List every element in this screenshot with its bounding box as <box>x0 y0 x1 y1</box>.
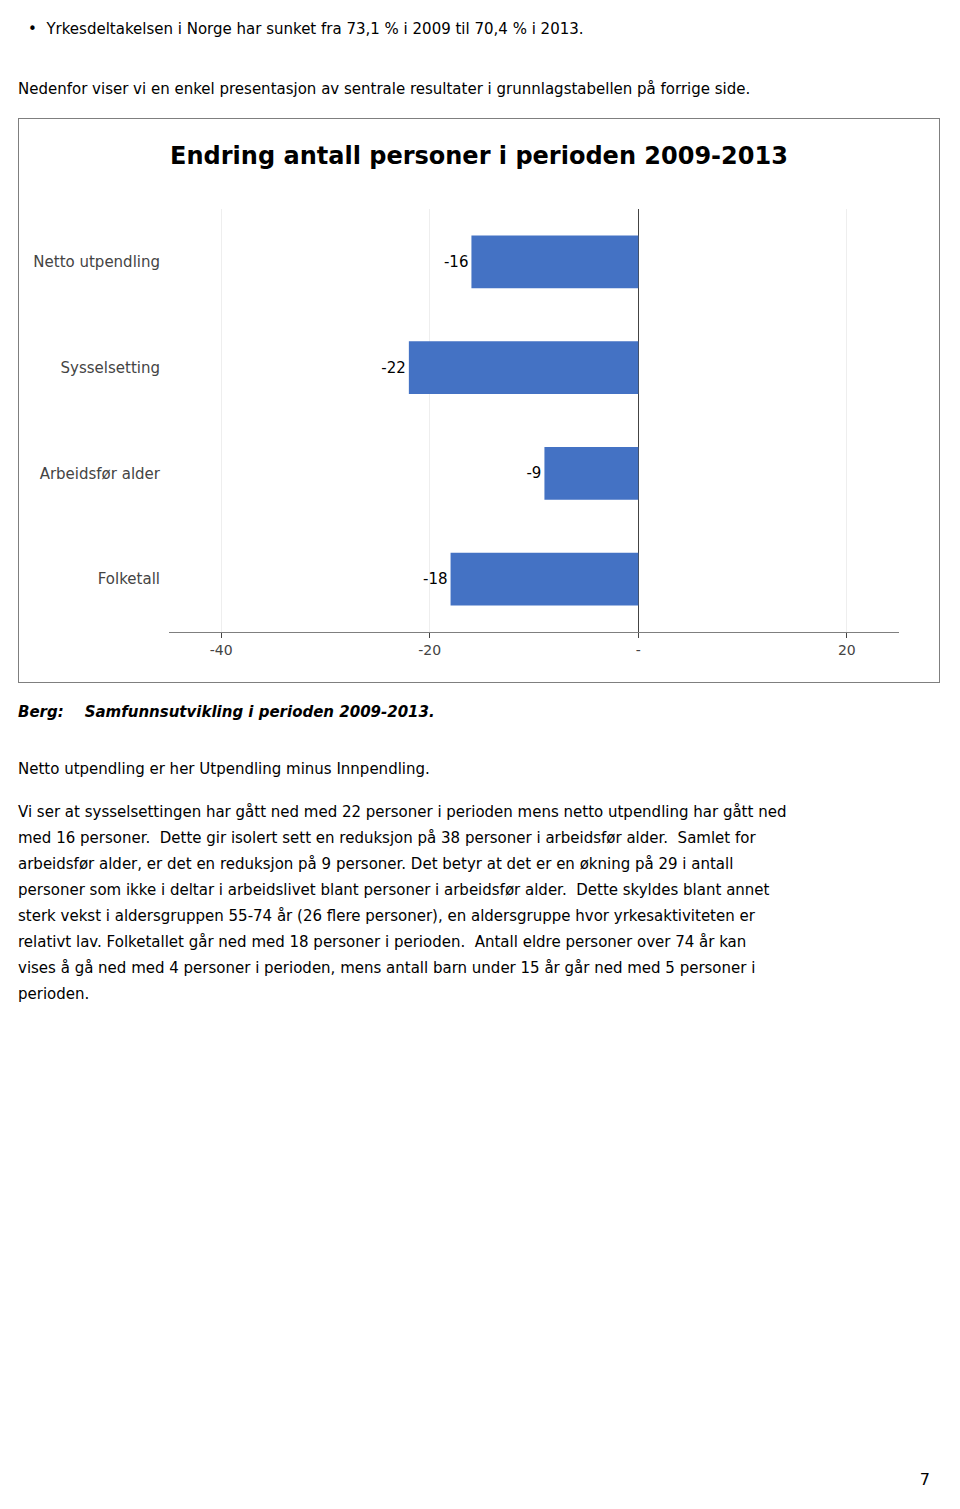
svg-text:Sysselsetting: Sysselsetting <box>61 359 160 377</box>
svg-text:-40: -40 <box>210 642 233 658</box>
html-text:Berg: Samfunnsutvikling i peri: Berg: Samfunnsutvikling i perioden 2009-… <box>18 703 435 721</box>
svg-text:-20: -20 <box>418 642 441 658</box>
html-text:sterk vekst i aldersgruppen 55: sterk vekst i aldersgruppen 55-74 år (26… <box>18 907 755 925</box>
html-text:7: 7 <box>919 1470 930 1489</box>
html-text:Netto utpendling er her Utpend: Netto utpendling er her Utpendling minus… <box>18 760 430 778</box>
svg-text:Arbeidsfør alder: Arbeidsfør alder <box>40 465 161 483</box>
svg-text:20: 20 <box>838 642 856 658</box>
html-text:personer som ikke i deltar i a: personer som ikke i deltar i arbeidslive… <box>18 881 770 899</box>
svg-text:-16: -16 <box>444 253 469 271</box>
svg-text:Endring antall personer i peri: Endring antall personer i perioden 2009-… <box>170 142 788 170</box>
svg-text:-22: -22 <box>381 359 406 377</box>
html-text:vises å gå ned med 4 personer: vises å gå ned med 4 personer i perioden… <box>18 959 756 977</box>
html-text:med 16 personer. Dette gir iso: med 16 personer. Dette gir isolert sett … <box>18 829 756 847</box>
html-text:Vi ser at sysselsettingen har: Vi ser at sysselsettingen har gått ned m… <box>18 803 787 821</box>
svg-text:Folketall: Folketall <box>98 570 160 588</box>
html-text:Nedenfor viser vi en enkel pre: Nedenfor viser vi en enkel presentasjon … <box>18 80 751 98</box>
html-text:arbeidsfør alder, er det en re: arbeidsfør alder, er det en reduksjon på… <box>18 855 734 873</box>
html-text:perioden.: perioden. <box>18 985 90 1003</box>
svg-text:Netto utpendling: Netto utpendling <box>33 253 160 271</box>
html-text:• Yrkesdeltakelsen i Norge har: • Yrkesdeltakelsen i Norge har sunket fr… <box>28 20 584 38</box>
svg-text:-: - <box>636 642 641 658</box>
html-text:relativt lav. Folketallet går: relativt lav. Folketallet går ned med 18… <box>18 933 747 951</box>
svg-text:-9: -9 <box>526 464 541 482</box>
svg-text:-18: -18 <box>423 570 448 588</box>
